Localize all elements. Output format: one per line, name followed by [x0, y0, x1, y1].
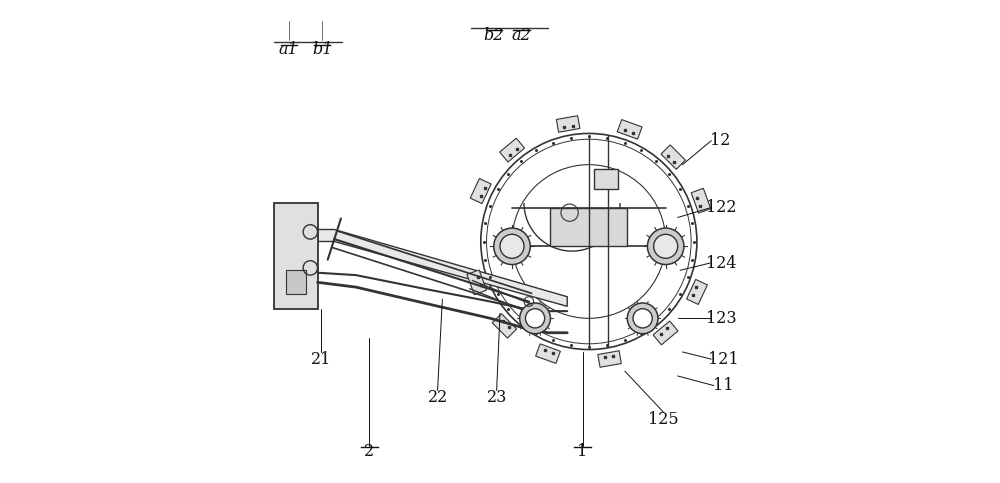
Text: 23: 23	[486, 389, 507, 406]
Text: 1: 1	[577, 443, 588, 460]
Text: a1: a1	[279, 41, 299, 58]
Text: 123: 123	[706, 310, 736, 327]
Circle shape	[647, 228, 684, 265]
Text: 2: 2	[364, 443, 374, 460]
Polygon shape	[661, 145, 685, 170]
Circle shape	[627, 303, 658, 334]
Polygon shape	[318, 229, 567, 306]
Text: a2: a2	[512, 27, 531, 43]
Circle shape	[520, 303, 550, 334]
Text: 124: 124	[706, 255, 736, 271]
Text: 125: 125	[648, 411, 679, 427]
Polygon shape	[687, 279, 707, 304]
Circle shape	[654, 234, 678, 258]
Text: 22: 22	[427, 389, 448, 406]
Bar	[550, 208, 627, 246]
Text: b2: b2	[484, 27, 504, 43]
Text: 12: 12	[710, 132, 730, 149]
Bar	[286, 270, 306, 294]
Bar	[594, 170, 618, 189]
Polygon shape	[653, 321, 678, 345]
Polygon shape	[598, 351, 621, 367]
Polygon shape	[470, 179, 491, 204]
Text: b1: b1	[312, 41, 333, 58]
Text: 11: 11	[713, 377, 734, 394]
Circle shape	[500, 234, 524, 258]
Circle shape	[525, 309, 545, 328]
Bar	[274, 203, 318, 309]
Circle shape	[494, 228, 530, 265]
Text: 121: 121	[708, 351, 739, 368]
Polygon shape	[467, 270, 486, 295]
Polygon shape	[500, 138, 525, 162]
Polygon shape	[536, 344, 560, 363]
Circle shape	[633, 309, 652, 328]
Polygon shape	[492, 313, 517, 338]
Polygon shape	[617, 120, 642, 139]
Text: 21: 21	[311, 351, 332, 368]
Polygon shape	[691, 188, 711, 213]
Polygon shape	[556, 116, 580, 132]
Text: 122: 122	[706, 199, 736, 216]
